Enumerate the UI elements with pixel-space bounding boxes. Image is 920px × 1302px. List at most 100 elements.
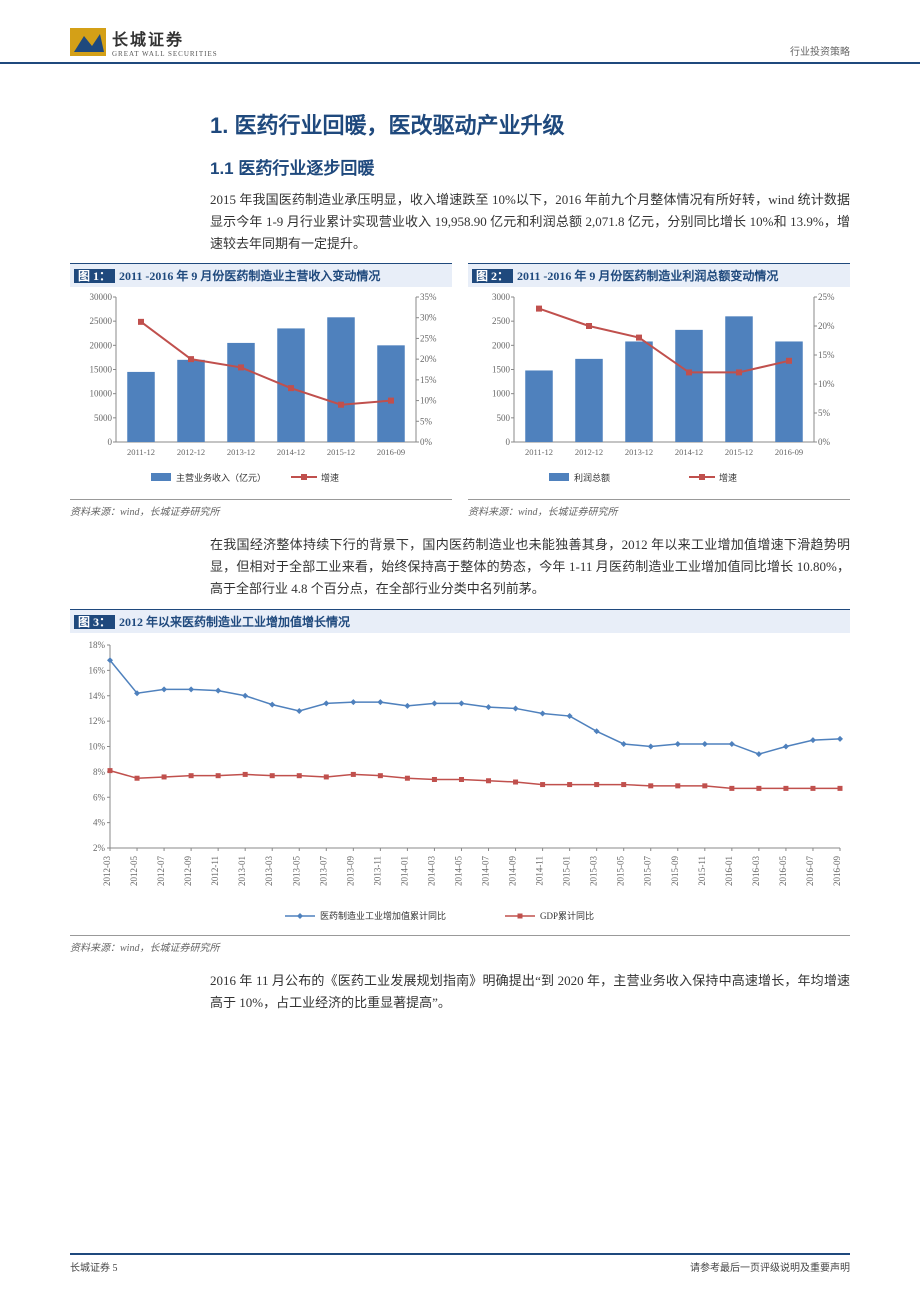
svg-text:2016-01: 2016-01	[724, 856, 734, 886]
svg-text:2016-05: 2016-05	[778, 855, 788, 885]
svg-text:25%: 25%	[420, 334, 437, 344]
svg-text:2014-07: 2014-07	[481, 855, 491, 885]
svg-text:2014-05: 2014-05	[453, 855, 463, 885]
heading-1: 1. 医药行业回暖，医改驱动产业升级	[210, 108, 850, 140]
svg-text:2013-12: 2013-12	[625, 447, 653, 457]
paragraph-1: 2015 年我国医药制造业承压明显，收入增速跌至 10%以下，2016 年前九个…	[210, 189, 850, 255]
svg-text:15%: 15%	[420, 375, 437, 385]
chart-2-block: 图 2： 2011 -2016 年 9 月份医药制造业利润总额变动情况 0 500 1…	[468, 263, 850, 518]
svg-text:2015-09: 2015-09	[670, 855, 680, 885]
svg-text:2014-03: 2014-03	[426, 855, 436, 885]
svg-text:增速: 增速	[719, 472, 737, 483]
svg-text:500: 500	[497, 413, 511, 423]
svg-text:3000: 3000	[492, 292, 511, 302]
svg-text:2%: 2%	[93, 843, 106, 853]
svg-text:2015-12: 2015-12	[327, 447, 355, 457]
svg-text:2015-03: 2015-03	[589, 855, 599, 885]
paragraph-3: 2016 年 11 月公布的《医药工业发展规划指南》明确提出“到 2020 年，…	[210, 970, 850, 1014]
heading-1-1: 1.1 医药行业逐步回暖	[210, 154, 850, 179]
svg-text:利润总额: 利润总额	[574, 472, 610, 483]
svg-text:20000: 20000	[90, 341, 113, 351]
chart-2-title-text: 2011 -2016 年 9 月份医药制造业利润总额变动情况	[517, 269, 778, 283]
chart-3-svg: 2%4%6%8%10%12%14%16%18%2012-032012-05201…	[70, 633, 850, 933]
footer-left: 长城证券 5	[70, 1259, 118, 1274]
chart-3-num: 图 3：	[74, 615, 115, 629]
svg-text:10%: 10%	[420, 396, 437, 406]
svg-text:2014-12: 2014-12	[277, 447, 305, 457]
chart-1-block: 图 1：2011 -2016 年 9 月份医药制造业主营收入变动情况 0 5000…	[70, 263, 452, 518]
svg-text:6%: 6%	[93, 792, 106, 802]
svg-text:0: 0	[506, 437, 511, 447]
svg-text:2012-11: 2012-11	[210, 856, 220, 886]
svg-text:2014-11: 2014-11	[535, 856, 545, 886]
svg-text:0%: 0%	[420, 437, 433, 447]
svg-text:18%: 18%	[89, 640, 106, 650]
svg-text:增速: 增速	[321, 472, 339, 483]
footer-right: 请参考最后一页评级说明及重要声明	[690, 1259, 850, 1274]
logo-text-cn: 长城证券	[112, 26, 218, 50]
chart-2-source: 资料来源：wind，长城证券研究所	[468, 499, 850, 518]
svg-text:2013-05: 2013-05	[291, 855, 301, 885]
svg-text:2013-09: 2013-09	[345, 855, 355, 885]
svg-text:0%: 0%	[818, 437, 831, 447]
svg-text:2011-12: 2011-12	[127, 447, 155, 457]
svg-text:8%: 8%	[93, 766, 106, 776]
svg-text:2012-12: 2012-12	[177, 447, 205, 457]
svg-text:5%: 5%	[818, 408, 831, 418]
svg-text:2012-12: 2012-12	[575, 447, 603, 457]
paragraph-2: 在我国经济整体持续下行的背景下，国内医药制造业也未能独善其身，2012 年以来工…	[210, 534, 850, 600]
svg-text:20%: 20%	[420, 354, 437, 364]
svg-text:10%: 10%	[818, 379, 835, 389]
svg-text:30000: 30000	[90, 292, 113, 302]
svg-text:2012-09: 2012-09	[183, 855, 193, 885]
svg-text:30%: 30%	[420, 313, 437, 323]
svg-text:15000: 15000	[90, 365, 113, 375]
svg-text:GDP累计同比: GDP累计同比	[540, 910, 594, 921]
page-footer: 长城证券 5 请参考最后一页评级说明及重要声明	[70, 1253, 850, 1274]
chart-3-title: 图 3：2012 年以来医药制造业工业增加值增长情况	[70, 609, 850, 633]
logo: 长城证券 GREAT WALL SECURITIES	[70, 26, 218, 58]
svg-text:主营业务收入（亿元）: 主营业务收入（亿元）	[176, 472, 266, 483]
svg-text:0: 0	[108, 437, 113, 447]
chart-2-num: 图 2：	[472, 269, 513, 283]
svg-text:2015-11: 2015-11	[697, 856, 707, 886]
svg-text:2000: 2000	[492, 341, 511, 351]
svg-text:2013-07: 2013-07	[318, 855, 328, 885]
svg-text:2013-12: 2013-12	[227, 447, 255, 457]
chart-1-num: 图 1：	[74, 269, 115, 283]
svg-text:2012-07: 2012-07	[156, 855, 166, 885]
svg-text:2016-09: 2016-09	[775, 447, 803, 457]
svg-text:2015-01: 2015-01	[562, 856, 572, 886]
svg-text:5%: 5%	[420, 417, 433, 427]
svg-text:25000: 25000	[90, 316, 113, 326]
svg-text:12%: 12%	[89, 716, 106, 726]
svg-text:2015-12: 2015-12	[725, 447, 753, 457]
svg-text:2014-12: 2014-12	[675, 447, 703, 457]
chart-1-title: 图 1：2011 -2016 年 9 月份医药制造业主营收入变动情况	[70, 263, 452, 287]
svg-text:2016-09: 2016-09	[832, 855, 842, 885]
svg-text:2015-05: 2015-05	[616, 855, 626, 885]
svg-text:1500: 1500	[492, 365, 511, 375]
svg-text:2013-01: 2013-01	[237, 856, 247, 886]
svg-text:2500: 2500	[492, 316, 511, 326]
svg-text:2013-11: 2013-11	[372, 856, 382, 886]
svg-text:2012-05: 2012-05	[129, 855, 139, 885]
svg-text:16%: 16%	[89, 665, 106, 675]
svg-text:5000: 5000	[94, 413, 113, 423]
logo-text-en: GREAT WALL SECURITIES	[112, 50, 218, 58]
svg-text:2014-01: 2014-01	[399, 856, 409, 886]
page-header: 长城证券 GREAT WALL SECURITIES 行业投资策略	[0, 0, 920, 64]
header-category: 行业投资策略	[790, 43, 850, 58]
svg-text:10%: 10%	[89, 741, 106, 751]
chart-2-title: 图 2： 2011 -2016 年 9 月份医药制造业利润总额变动情况	[468, 263, 850, 287]
svg-text:2011-12: 2011-12	[525, 447, 553, 457]
svg-text:1000: 1000	[492, 389, 511, 399]
logo-icon	[70, 28, 106, 56]
svg-text:2012-03: 2012-03	[102, 855, 112, 885]
svg-text:20%: 20%	[818, 321, 835, 331]
svg-text:2016-07: 2016-07	[805, 855, 815, 885]
svg-text:10000: 10000	[90, 389, 113, 399]
svg-text:25%: 25%	[818, 292, 835, 302]
chart-3-source: 资料来源：wind，长城证券研究所	[70, 935, 850, 954]
chart-2-svg: 0500100015002000250030000%5%10%15%20%25%…	[468, 287, 850, 497]
